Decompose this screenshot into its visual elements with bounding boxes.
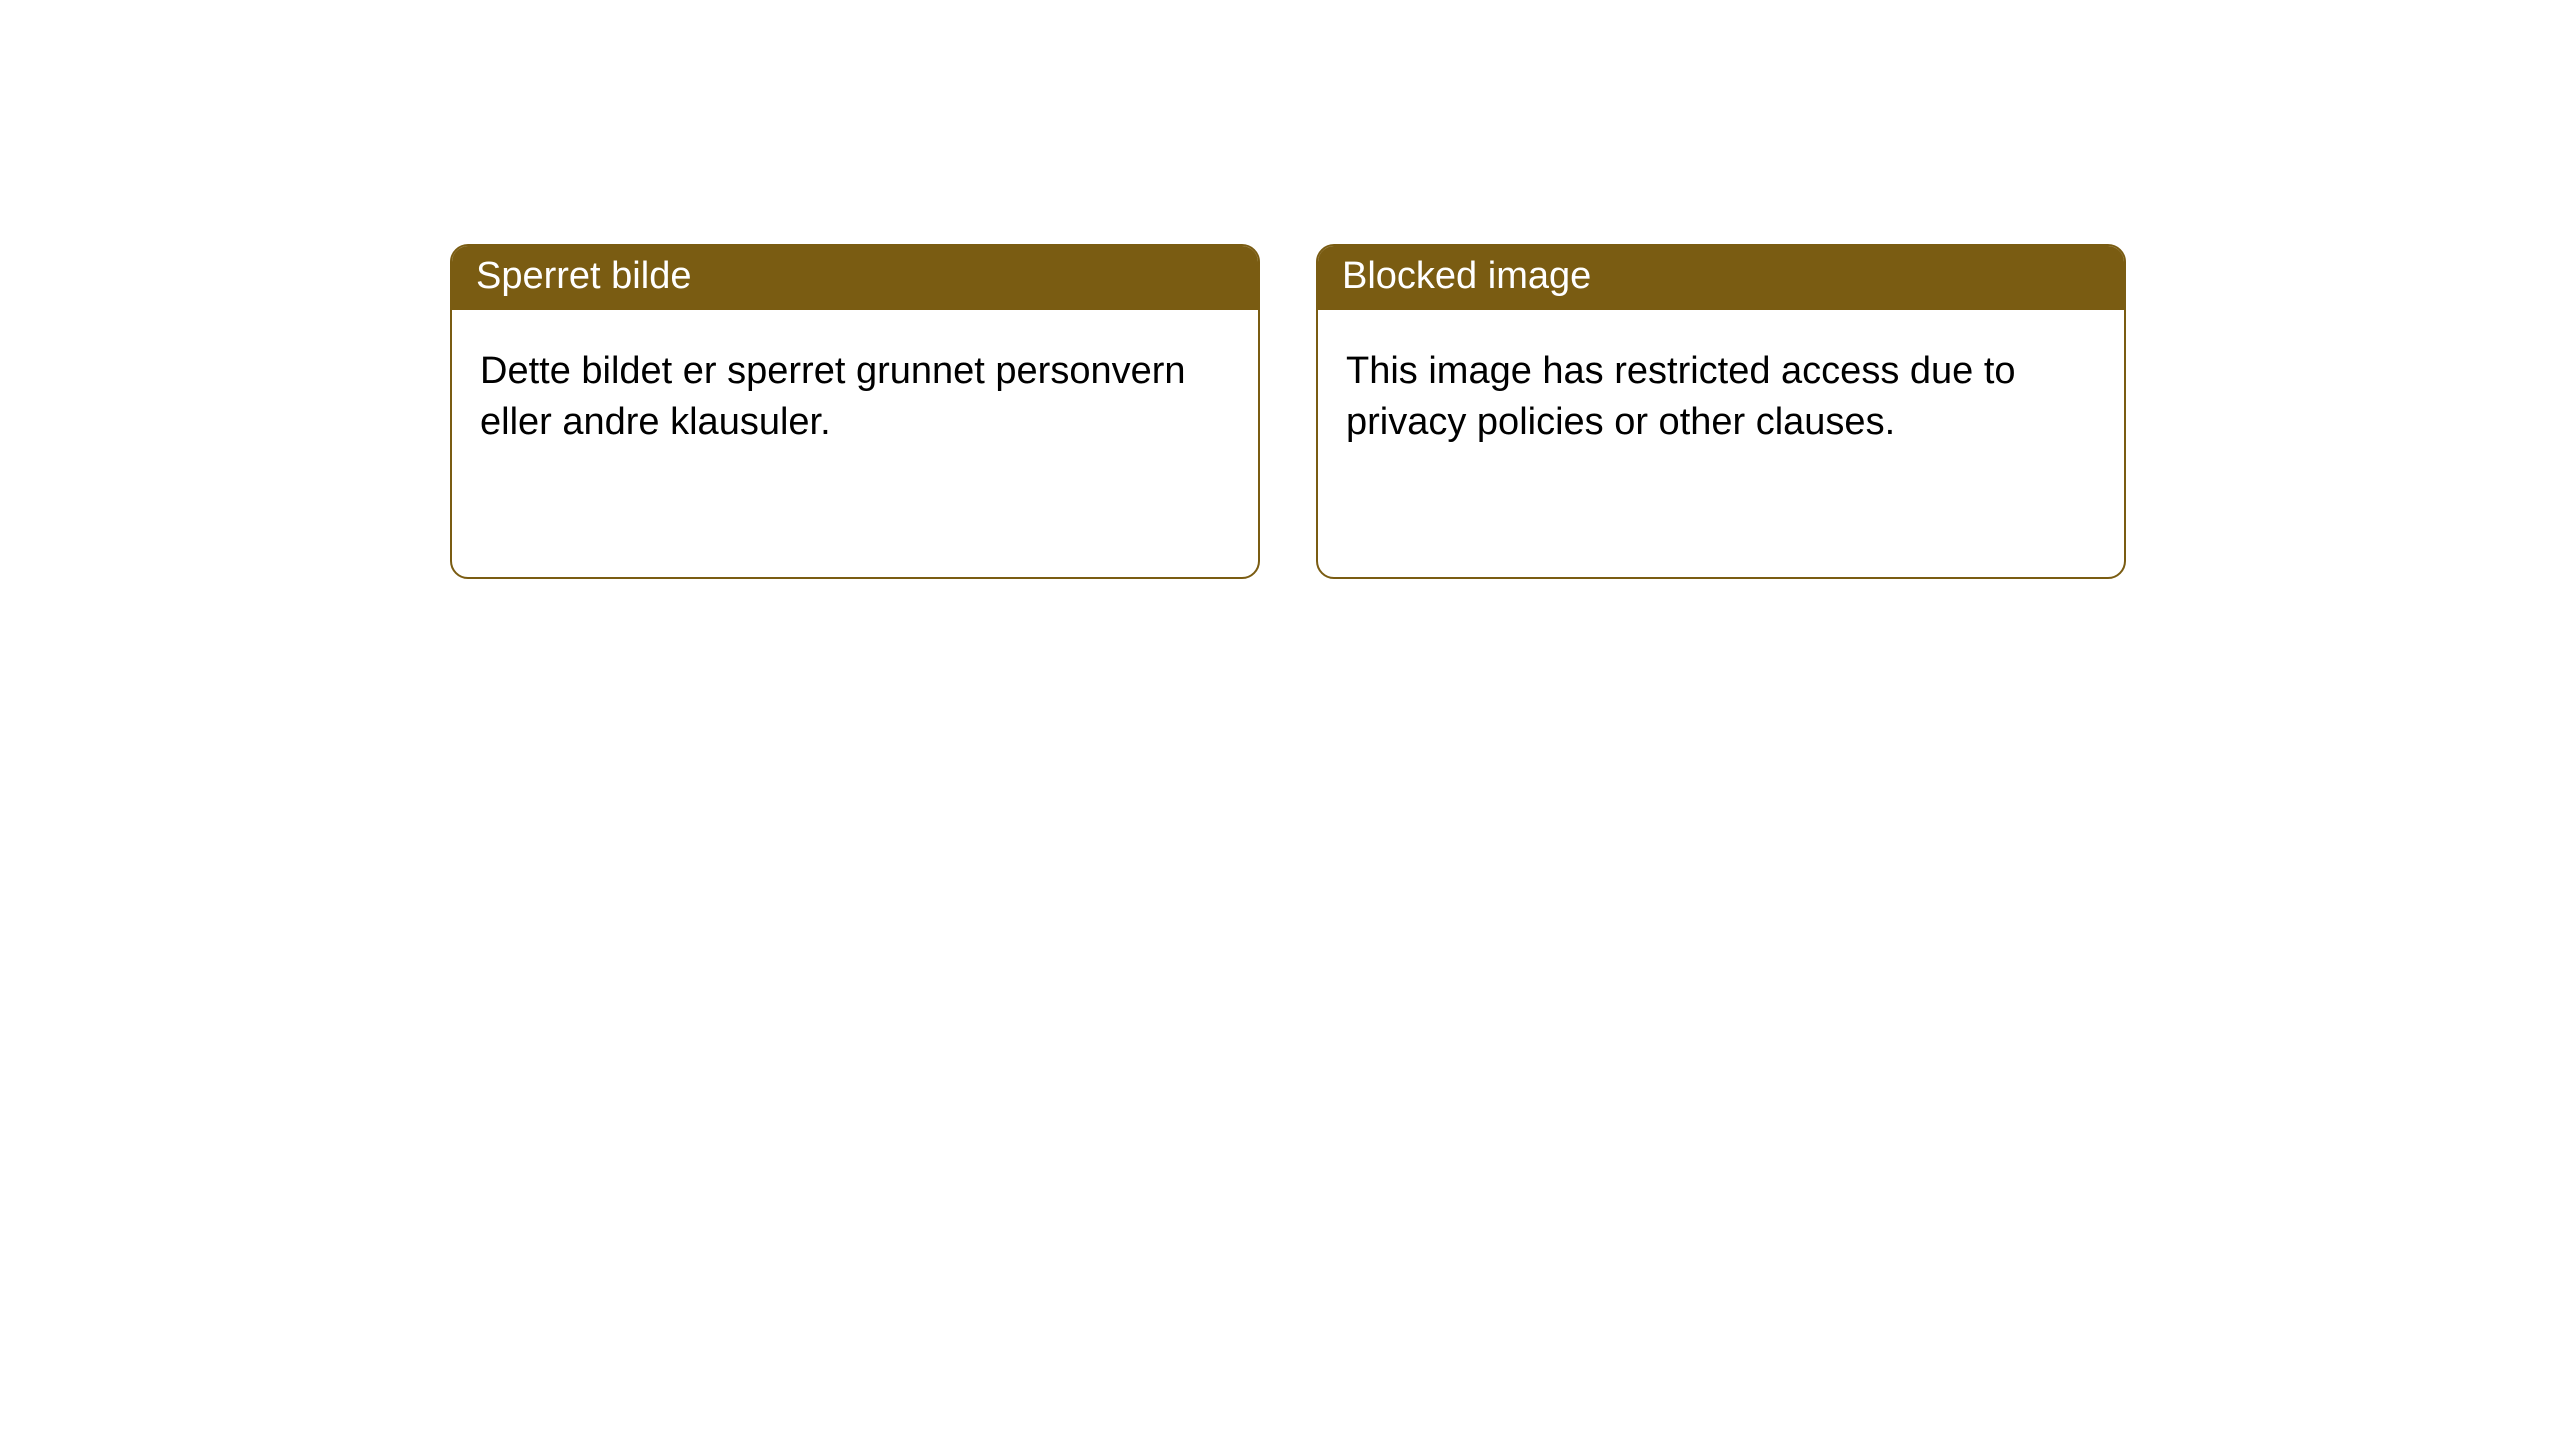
notice-title-norwegian: Sperret bilde bbox=[452, 246, 1258, 310]
notice-container: Sperret bilde Dette bildet er sperret gr… bbox=[450, 244, 2126, 579]
notice-body-norwegian: Dette bildet er sperret grunnet personve… bbox=[452, 310, 1258, 485]
notice-body-english: This image has restricted access due to … bbox=[1318, 310, 2124, 485]
notice-title-english: Blocked image bbox=[1318, 246, 2124, 310]
notice-card-english: Blocked image This image has restricted … bbox=[1316, 244, 2126, 579]
notice-card-norwegian: Sperret bilde Dette bildet er sperret gr… bbox=[450, 244, 1260, 579]
